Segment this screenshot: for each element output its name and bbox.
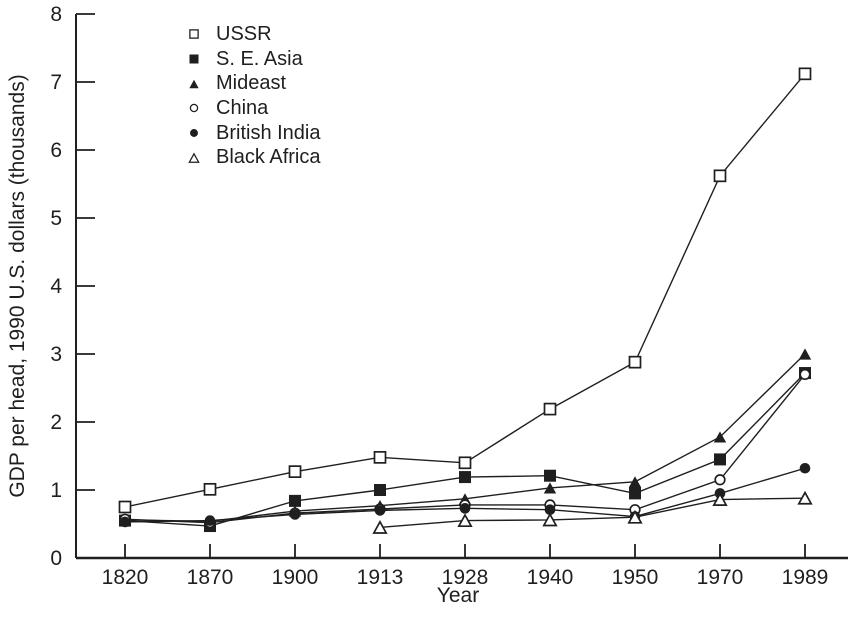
svg-text:5: 5 xyxy=(50,207,62,230)
svg-text:1870: 1870 xyxy=(187,566,234,589)
svg-text:1913: 1913 xyxy=(357,566,404,589)
open-circle-icon xyxy=(189,104,199,113)
legend: USSR S. E. Asia Mideast China British In… xyxy=(186,22,321,170)
filled-square-icon xyxy=(189,54,199,64)
legend-label: China xyxy=(216,96,269,119)
filled-triangle-icon xyxy=(189,79,199,88)
chart-layer: 0 1 2 3 4 5 6 7 8 1820 1870 1900 1913 1928 1940 1950 197… xyxy=(50,3,848,589)
legend-label: Mideast xyxy=(216,72,287,95)
svg-text:2: 2 xyxy=(50,411,62,434)
legend-item-mideast: Mideast xyxy=(186,71,321,96)
x-axis-title: Year xyxy=(437,584,479,607)
legend-label: British India xyxy=(216,121,321,144)
svg-text:1970: 1970 xyxy=(697,566,744,589)
svg-text:4: 4 xyxy=(50,275,62,298)
svg-text:1900: 1900 xyxy=(272,566,319,589)
svg-text:0: 0 xyxy=(50,547,62,570)
legend-label: Black Africa xyxy=(216,146,321,169)
svg-text:8: 8 xyxy=(50,3,62,26)
legend-item-se-asia: S. E. Asia xyxy=(186,47,321,72)
svg-text:1950: 1950 xyxy=(612,566,659,589)
legend-item-china: China xyxy=(186,96,321,121)
svg-text:6: 6 xyxy=(50,139,62,162)
legend-item-black-africa: Black Africa xyxy=(186,145,321,170)
legend-item-ussr: USSR xyxy=(186,22,321,47)
svg-text:7: 7 xyxy=(50,71,62,94)
legend-item-british-india: British India xyxy=(186,121,321,146)
filled-circle-icon xyxy=(190,129,198,138)
svg-text:1: 1 xyxy=(50,479,62,502)
svg-text:1989: 1989 xyxy=(782,566,829,589)
svg-text:1928: 1928 xyxy=(442,566,489,589)
y-axis-title: GDP per head, 1990 U.S. dollars (thousan… xyxy=(6,74,29,497)
open-triangle-icon xyxy=(188,152,200,163)
svg-text:1940: 1940 xyxy=(527,566,574,589)
legend-label: USSR xyxy=(216,22,272,45)
legend-label: S. E. Asia xyxy=(216,47,303,70)
open-square-icon xyxy=(189,29,199,40)
svg-text:3: 3 xyxy=(50,343,62,366)
svg-text:1820: 1820 xyxy=(102,566,149,589)
